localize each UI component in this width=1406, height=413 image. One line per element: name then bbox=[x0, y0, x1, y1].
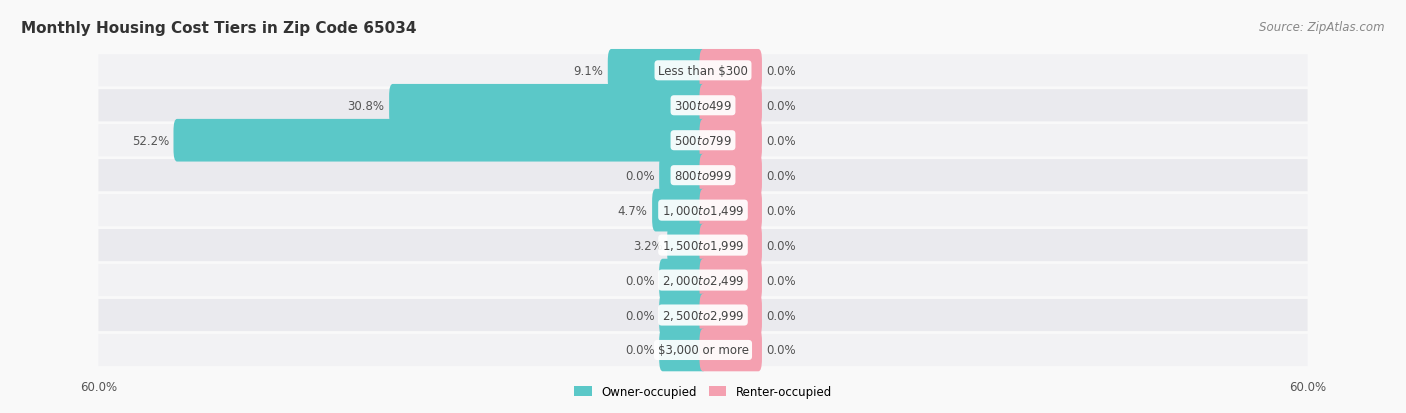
FancyBboxPatch shape bbox=[98, 299, 1308, 331]
Text: 0.0%: 0.0% bbox=[766, 169, 796, 182]
Text: 4.7%: 4.7% bbox=[617, 204, 648, 217]
Text: 0.0%: 0.0% bbox=[626, 169, 655, 182]
FancyBboxPatch shape bbox=[98, 264, 1308, 297]
Text: $3,000 or more: $3,000 or more bbox=[658, 344, 748, 356]
FancyBboxPatch shape bbox=[659, 329, 707, 371]
FancyBboxPatch shape bbox=[607, 50, 707, 93]
FancyBboxPatch shape bbox=[699, 259, 762, 301]
FancyBboxPatch shape bbox=[699, 294, 762, 337]
FancyBboxPatch shape bbox=[98, 195, 1308, 227]
Text: Source: ZipAtlas.com: Source: ZipAtlas.com bbox=[1260, 21, 1385, 33]
FancyBboxPatch shape bbox=[98, 55, 1308, 87]
FancyBboxPatch shape bbox=[699, 154, 762, 197]
FancyBboxPatch shape bbox=[659, 154, 707, 197]
Legend: Owner-occupied, Renter-occupied: Owner-occupied, Renter-occupied bbox=[569, 380, 837, 403]
Text: $800 to $999: $800 to $999 bbox=[673, 169, 733, 182]
Text: 0.0%: 0.0% bbox=[766, 344, 796, 356]
FancyBboxPatch shape bbox=[98, 230, 1308, 261]
Text: $2,500 to $2,999: $2,500 to $2,999 bbox=[662, 308, 744, 322]
Text: 0.0%: 0.0% bbox=[766, 309, 796, 322]
Text: 0.0%: 0.0% bbox=[766, 100, 796, 112]
Text: $1,500 to $1,999: $1,500 to $1,999 bbox=[662, 239, 744, 252]
Text: 0.0%: 0.0% bbox=[766, 274, 796, 287]
FancyBboxPatch shape bbox=[659, 294, 707, 337]
Text: $500 to $799: $500 to $799 bbox=[673, 134, 733, 147]
FancyBboxPatch shape bbox=[668, 224, 707, 267]
Text: 0.0%: 0.0% bbox=[766, 65, 796, 78]
FancyBboxPatch shape bbox=[699, 329, 762, 371]
Text: 60.0%: 60.0% bbox=[80, 380, 117, 393]
Text: 0.0%: 0.0% bbox=[766, 239, 796, 252]
FancyBboxPatch shape bbox=[699, 224, 762, 267]
Text: Less than $300: Less than $300 bbox=[658, 65, 748, 78]
Text: Monthly Housing Cost Tiers in Zip Code 65034: Monthly Housing Cost Tiers in Zip Code 6… bbox=[21, 21, 416, 36]
Text: 60.0%: 60.0% bbox=[1289, 380, 1326, 393]
FancyBboxPatch shape bbox=[173, 120, 707, 162]
Text: $1,000 to $1,499: $1,000 to $1,499 bbox=[662, 204, 744, 218]
Text: $2,000 to $2,499: $2,000 to $2,499 bbox=[662, 273, 744, 287]
FancyBboxPatch shape bbox=[652, 189, 707, 232]
FancyBboxPatch shape bbox=[699, 85, 762, 127]
FancyBboxPatch shape bbox=[98, 125, 1308, 157]
FancyBboxPatch shape bbox=[98, 160, 1308, 192]
Text: 0.0%: 0.0% bbox=[626, 309, 655, 322]
Text: 9.1%: 9.1% bbox=[574, 65, 603, 78]
FancyBboxPatch shape bbox=[98, 90, 1308, 122]
Text: 52.2%: 52.2% bbox=[132, 134, 169, 147]
Text: 0.0%: 0.0% bbox=[766, 134, 796, 147]
FancyBboxPatch shape bbox=[98, 334, 1308, 366]
Text: 3.2%: 3.2% bbox=[633, 239, 662, 252]
FancyBboxPatch shape bbox=[699, 50, 762, 93]
FancyBboxPatch shape bbox=[659, 259, 707, 301]
Text: 30.8%: 30.8% bbox=[347, 100, 385, 112]
FancyBboxPatch shape bbox=[699, 120, 762, 162]
Text: 0.0%: 0.0% bbox=[626, 274, 655, 287]
FancyBboxPatch shape bbox=[699, 189, 762, 232]
Text: 0.0%: 0.0% bbox=[626, 344, 655, 356]
Text: $300 to $499: $300 to $499 bbox=[673, 100, 733, 112]
Text: 0.0%: 0.0% bbox=[766, 204, 796, 217]
FancyBboxPatch shape bbox=[389, 85, 707, 127]
